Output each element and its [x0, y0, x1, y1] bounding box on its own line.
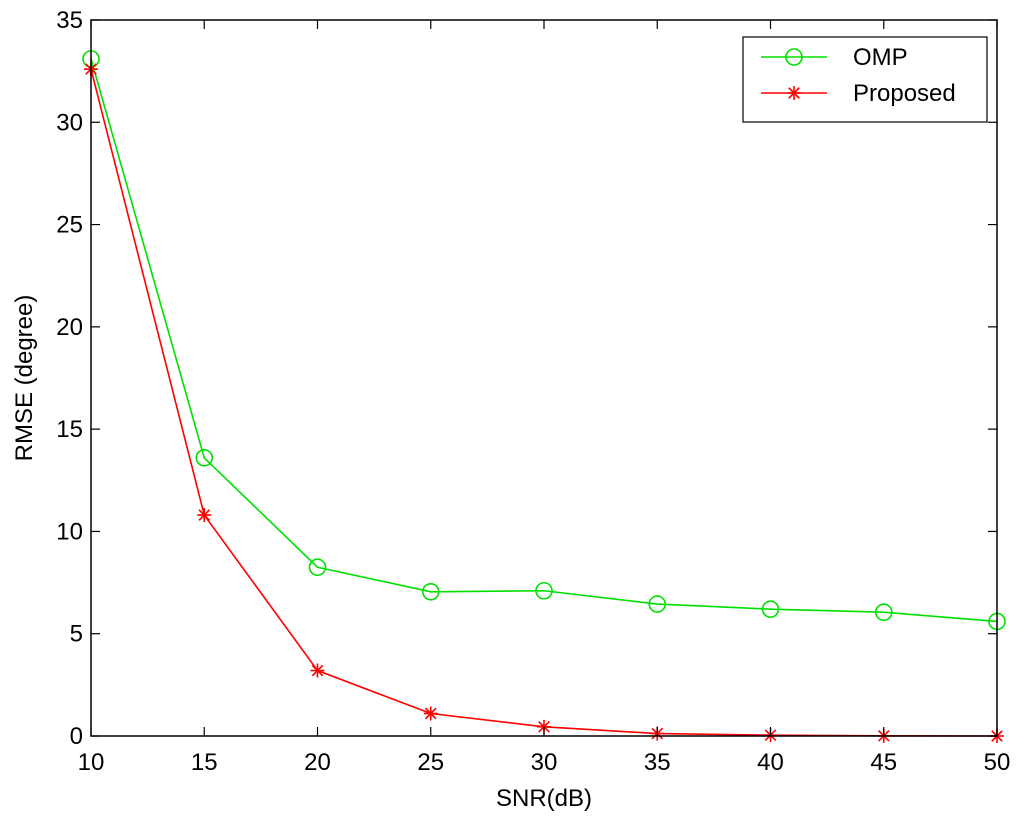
y-tick-label: 0 — [70, 723, 83, 750]
y-tick-label: 25 — [56, 212, 83, 239]
data-point-omp — [421, 582, 440, 601]
x-tick-label: 20 — [304, 749, 331, 776]
y-tick-label: 35 — [56, 7, 83, 34]
data-point-omp — [874, 603, 893, 622]
y-tick-label: 20 — [56, 314, 83, 341]
legend: OMP Proposed — [742, 36, 988, 123]
legend-label-omp: OMP — [853, 44, 908, 71]
x-tick-label: 10 — [78, 749, 105, 776]
x-tick-label: 50 — [984, 749, 1011, 776]
axis-ticks: 10 15 20 25 30 35 40 45 50 0 5 10 15 20 25 30 35 — [56, 7, 1010, 776]
data-point-proposed — [537, 719, 551, 734]
x-tick-label: 45 — [870, 749, 897, 776]
data-point-proposed — [310, 663, 325, 678]
y-tick-label: 5 — [70, 621, 83, 648]
y-tick-label: 15 — [56, 416, 83, 443]
y-tick-label: 30 — [56, 109, 83, 136]
legend-marker-proposed — [787, 86, 801, 100]
x-tick-label: 15 — [191, 749, 218, 776]
legend-label-proposed: Proposed — [853, 80, 956, 107]
data-point-omp — [308, 558, 327, 577]
y-axis-label: RMSE (degree) — [11, 295, 38, 462]
series-line-omp — [90, 58, 998, 623]
data-point-proposed — [423, 706, 438, 721]
x-tick-label: 30 — [531, 749, 558, 776]
legend-box — [742, 36, 988, 123]
x-tick-label: 25 — [417, 749, 444, 776]
x-tick-label: 35 — [644, 749, 671, 776]
data-point-omp — [195, 448, 214, 467]
data-point-proposed — [197, 508, 212, 523]
plot-frame — [90, 19, 998, 737]
data-point-omp — [761, 600, 780, 618]
x-axis-label: SNR(dB) — [496, 785, 592, 812]
data-point-omp — [535, 581, 553, 600]
y-tick-label: 10 — [56, 518, 83, 545]
data-point-omp — [648, 595, 667, 613]
legend-marker-omp — [785, 48, 803, 66]
x-tick-label: 40 — [757, 749, 784, 776]
